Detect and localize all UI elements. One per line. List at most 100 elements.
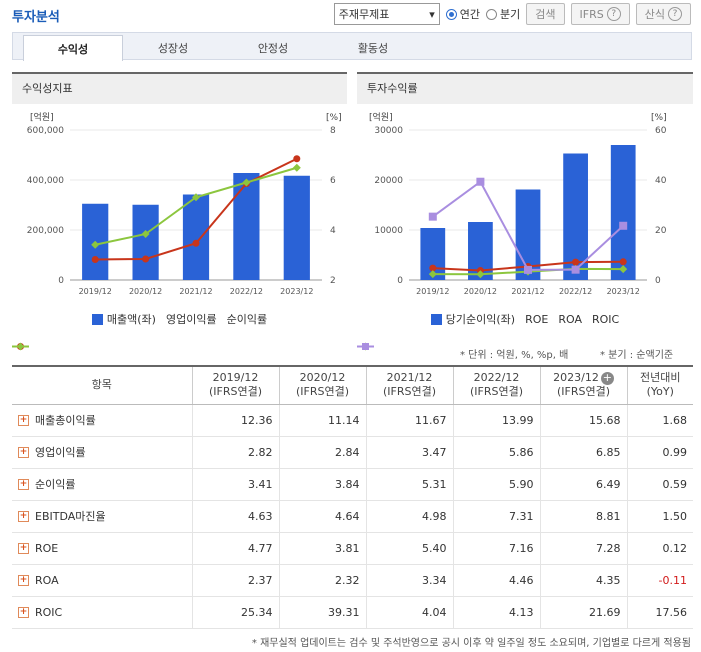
expand-row-icon[interactable]: + bbox=[18, 542, 29, 554]
row-label-cell: + ROE bbox=[12, 532, 193, 565]
row-label: ROA bbox=[35, 573, 59, 587]
x-tick-label: 2023/12 bbox=[280, 287, 313, 296]
expand-row-icon[interactable]: + bbox=[18, 606, 29, 618]
column-header: 2023/12 + (IFRS연결) bbox=[540, 366, 628, 405]
row-label: EBITDA마진율 bbox=[35, 510, 106, 523]
y-tick-right: 20 bbox=[655, 226, 667, 236]
formula-help-button[interactable]: 산식? bbox=[635, 3, 691, 25]
value-cell: 3.41 bbox=[192, 468, 280, 501]
legend-label: ROE bbox=[525, 312, 549, 326]
tab-profitability[interactable]: 수익성 bbox=[23, 35, 123, 61]
expand-row-icon[interactable]: + bbox=[18, 510, 29, 522]
legend-line-marker bbox=[357, 343, 374, 350]
value-cell: 5.86 bbox=[453, 436, 541, 469]
table-row: + ROIC 25.34 39.31 4.04 4.13 21.69 17.56 bbox=[12, 596, 693, 629]
column-header-item: 항목 bbox=[12, 366, 193, 405]
value-cell: 2.37 bbox=[192, 564, 280, 597]
value-cell: 5.90 bbox=[453, 468, 541, 501]
legend-item[interactable]: 매출액(좌) bbox=[91, 311, 156, 327]
panel-title: 투자수익률 bbox=[357, 74, 693, 104]
ifrs-help-button[interactable]: IFRS? bbox=[570, 3, 630, 25]
value-cell: 2.84 bbox=[279, 436, 367, 469]
line-point bbox=[292, 163, 301, 172]
tab-growth[interactable]: 성장성 bbox=[157, 42, 189, 55]
value-cell: 17.56 bbox=[627, 596, 693, 629]
legend-label: 당기순이익(좌) bbox=[445, 313, 516, 326]
row-label: ROE bbox=[35, 541, 59, 555]
value-cell: 4.63 bbox=[192, 500, 280, 533]
legend-label: ROA bbox=[558, 312, 582, 326]
value-cell: 8.81 bbox=[540, 500, 628, 533]
return-chart: [억원] [%] 0 10000 20000 30000 0 20 40 60 2019/12 202… bbox=[369, 111, 667, 296]
search-button[interactable]: 검색 bbox=[526, 3, 565, 25]
profitability-chart: [억원] [%] 0 200,000 400,000 600,000 2 4 6 8 2019/12… bbox=[27, 111, 342, 296]
line-point bbox=[91, 256, 99, 263]
line-point bbox=[428, 270, 437, 279]
column-header: 2019/12 (IFRS연결) bbox=[192, 366, 280, 405]
legend-item[interactable]: ROIC bbox=[357, 311, 620, 350]
tab-activity[interactable]: 활동성 bbox=[357, 42, 389, 55]
value-cell: 2.82 bbox=[192, 436, 280, 469]
value-cell: 0.59 bbox=[627, 468, 693, 501]
expand-plus-icon[interactable]: + bbox=[600, 371, 614, 385]
radio-annual[interactable]: 연간 bbox=[445, 6, 480, 22]
value-cell: 3.34 bbox=[366, 564, 454, 597]
return-chart-panel: 투자수익률 [억원] [%] 0 10000 20000 30000 0 20 40 60 2019… bbox=[357, 72, 693, 351]
legend-item[interactable]: 순이익률 bbox=[12, 311, 267, 351]
y-tick-right: 8 bbox=[330, 126, 336, 136]
legend-item[interactable]: 영업이익률 bbox=[12, 311, 217, 350]
statement-select[interactable]: 주재무제표 ▾ bbox=[333, 3, 440, 25]
legend-item[interactable]: ROA bbox=[357, 311, 582, 351]
x-tick-label: 2019/12 bbox=[79, 287, 112, 296]
value-cell: 4.35 bbox=[540, 564, 628, 597]
column-year: 2022/12 bbox=[473, 371, 520, 385]
y-tick-right: 2 bbox=[330, 276, 336, 286]
tab-stability[interactable]: 안정성 bbox=[257, 42, 289, 55]
value-cell: 3.84 bbox=[279, 468, 367, 501]
formula-label: 산식 bbox=[644, 8, 665, 21]
x-tick-label: 2022/12 bbox=[559, 287, 592, 296]
row-label: 영업이익률 bbox=[35, 446, 86, 459]
question-icon: ? bbox=[668, 7, 682, 21]
y-tick-left: 400,000 bbox=[27, 176, 64, 186]
row-label: 순이익률 bbox=[35, 478, 76, 491]
y-tick-right: 6 bbox=[330, 176, 336, 186]
line-point bbox=[91, 240, 100, 249]
legend-item[interactable]: 당기순이익(좌) bbox=[430, 311, 516, 327]
line-point bbox=[192, 239, 200, 247]
legend-label: ROIC bbox=[591, 312, 620, 326]
value-cell: 13.99 bbox=[453, 404, 541, 437]
legend-swatch bbox=[91, 313, 103, 325]
column-basis: (IFRS연결) bbox=[556, 385, 611, 399]
line-point bbox=[572, 258, 580, 266]
line-point bbox=[476, 177, 485, 186]
row-label-cell: + 영업이익률 bbox=[12, 436, 193, 469]
table-row: + 매출총이익률 12.36 11.14 11.67 13.99 15.68 1.68 bbox=[12, 404, 693, 437]
value-cell: 11.67 bbox=[366, 404, 454, 437]
line-point bbox=[141, 230, 150, 238]
axis-unit-right: [%] bbox=[326, 113, 342, 123]
legend-swatch bbox=[430, 313, 442, 325]
radio-unchecked-icon bbox=[486, 8, 498, 20]
column-year: 2021/12 bbox=[386, 371, 433, 385]
value-cell: 0.99 bbox=[627, 436, 693, 469]
table-row: + 순이익률 3.41 3.84 5.31 5.90 6.49 0.59 bbox=[12, 468, 693, 501]
expand-row-icon[interactable]: + bbox=[18, 414, 29, 426]
column-year: 2019/12 bbox=[212, 371, 259, 385]
expand-row-icon[interactable]: + bbox=[18, 478, 29, 490]
row-label-cell: + 순이익률 bbox=[12, 468, 193, 501]
legend-item[interactable]: ROE bbox=[357, 311, 549, 350]
value-cell: 6.85 bbox=[540, 436, 628, 469]
expand-row-icon[interactable]: + bbox=[18, 574, 29, 586]
value-cell: 5.31 bbox=[366, 468, 454, 501]
toolbar: 주재무제표 ▾ 연간 분기 검색 IFRS? 산식? bbox=[333, 3, 691, 25]
value-cell: 15.68 bbox=[540, 404, 628, 437]
row-label-cell: + 매출총이익률 bbox=[12, 404, 193, 437]
column-header: 2020/12 (IFRS연결) bbox=[279, 366, 367, 405]
line-point bbox=[524, 265, 532, 274]
value-cell: 39.31 bbox=[279, 596, 367, 629]
radio-quarter[interactable]: 분기 bbox=[486, 6, 520, 22]
bar bbox=[182, 194, 210, 280]
axis-unit-right: [%] bbox=[651, 113, 667, 123]
expand-row-icon[interactable]: + bbox=[18, 446, 29, 458]
